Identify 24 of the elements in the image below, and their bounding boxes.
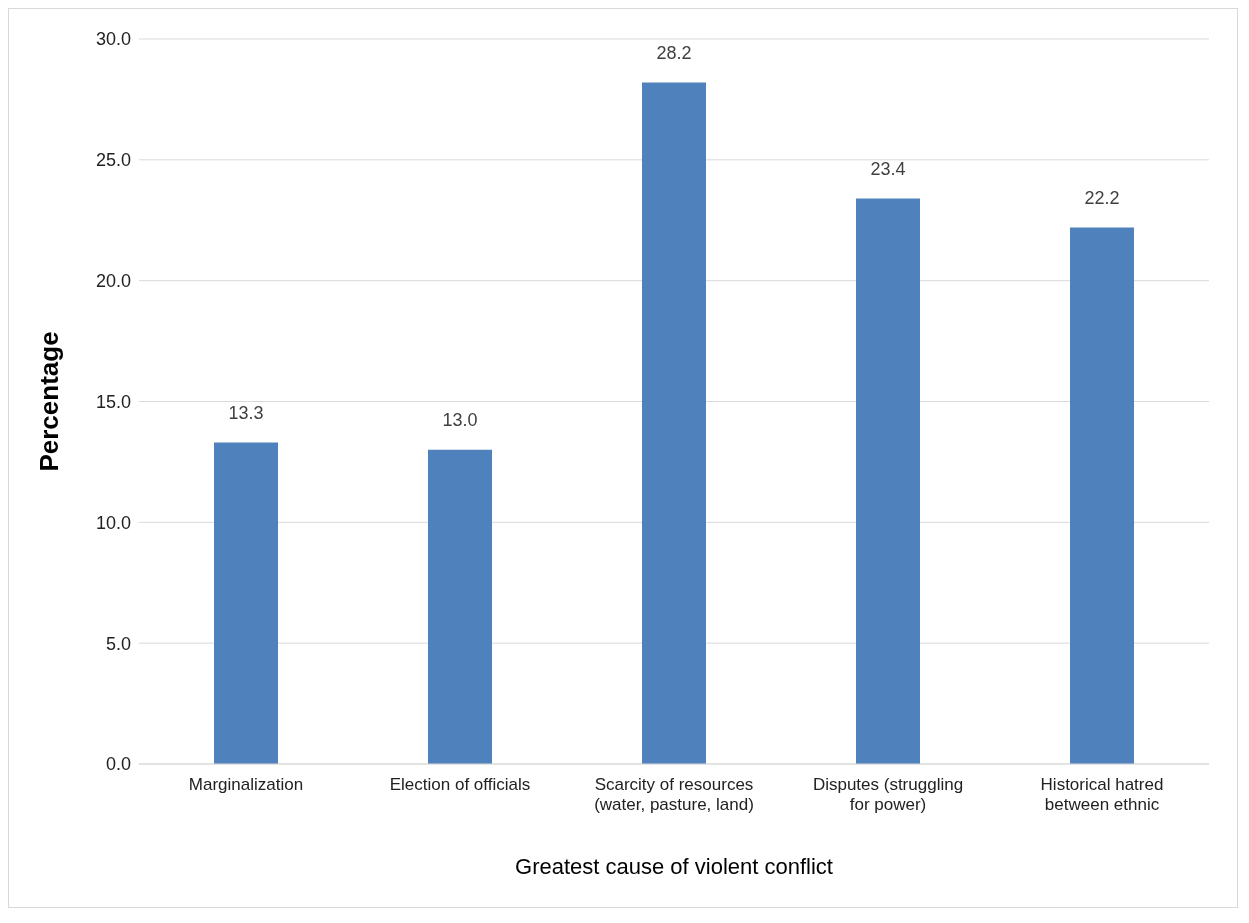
x-tick-label: Historical hatred between ethnic xyxy=(1040,775,1164,814)
x-tick-label: Election of officials xyxy=(389,775,531,794)
y-tick-label: 25.0 xyxy=(95,150,131,171)
y-tick-label: 10.0 xyxy=(95,512,131,533)
x-tick-label: Marginalization xyxy=(188,775,304,794)
x-tick-label: Disputes (struggling for power) xyxy=(812,775,964,814)
y-tick-label: 15.0 xyxy=(95,391,131,412)
x-axis-title: Greatest cause of violent conflict xyxy=(515,854,833,879)
y-tick-label: 30.0 xyxy=(95,29,131,50)
data-label: 13.0 xyxy=(442,409,478,430)
bar xyxy=(642,82,706,764)
bar xyxy=(428,449,492,764)
bar xyxy=(1070,227,1134,764)
data-label: 23.4 xyxy=(870,158,906,179)
y-tick-label: 5.0 xyxy=(105,633,131,654)
data-label: 28.2 xyxy=(656,42,692,63)
bar xyxy=(856,198,920,764)
y-tick-label: 20.0 xyxy=(95,271,131,292)
data-label: 13.3 xyxy=(228,402,264,423)
bar xyxy=(214,442,278,764)
x-tick-label: Scarcity of resources (water, pasture, land) xyxy=(594,775,754,814)
data-label: 22.2 xyxy=(1084,187,1120,208)
y-tick-label: 0.0 xyxy=(105,754,131,775)
y-axis-title: Percentage xyxy=(34,331,65,472)
